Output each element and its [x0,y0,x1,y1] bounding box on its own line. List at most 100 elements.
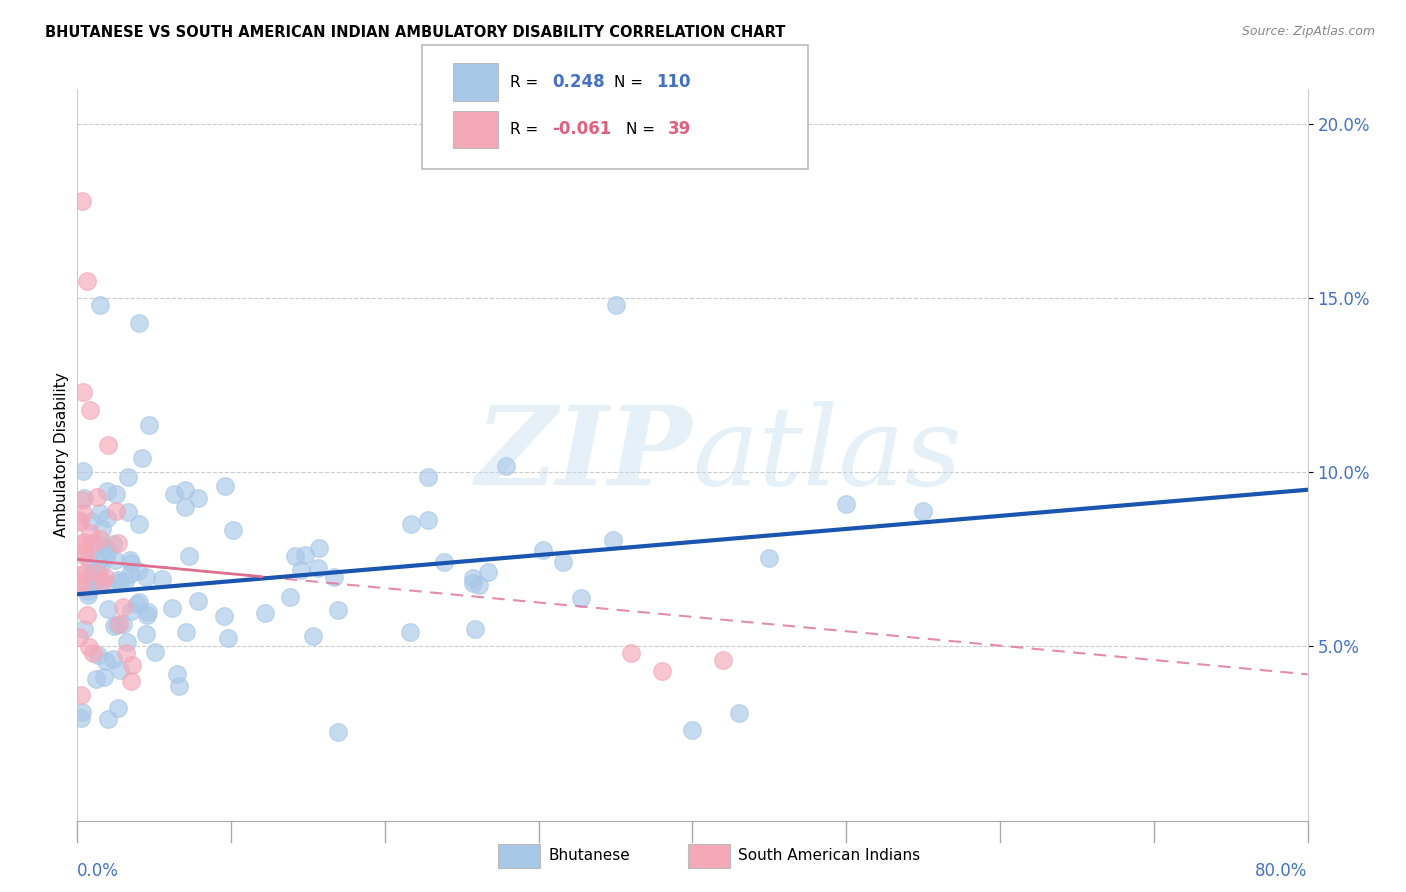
Point [121,657,143,672]
Point [112,599,135,614]
Point [217,631,239,645]
Point [120,674,142,689]
Point [463,576,485,591]
Point [114,574,136,589]
Text: Bhutanese: Bhutanese [548,848,630,863]
Point [86,566,108,581]
Point [89,298,111,312]
Point [79,402,101,417]
Point [174,500,197,515]
Point [143,644,166,658]
Point [86,490,108,504]
Text: 0.248: 0.248 [553,73,605,91]
Point [76,584,98,599]
Point [67,568,90,582]
Point [418,513,440,527]
Point [221,523,243,537]
Point [70,492,93,507]
Point [112,616,135,631]
Point [104,552,127,566]
Point [69,516,91,530]
Point [89,532,111,546]
Point [128,595,150,609]
Text: 80.0%: 80.0% [1256,863,1308,880]
Point [651,664,673,678]
Point [187,594,209,608]
Point [79,526,101,541]
Text: 110: 110 [657,73,692,91]
Point [326,603,349,617]
Text: 39: 39 [668,120,692,138]
Text: -0.061: -0.061 [553,120,612,138]
Point [128,517,150,532]
Point [101,652,124,666]
Point [135,627,157,641]
Point [70,705,93,719]
Point [602,533,624,547]
Point [97,544,120,558]
Point [86,565,108,579]
Point [96,483,118,498]
Point [90,522,112,536]
Point [166,667,188,681]
Point [605,298,627,312]
Point [103,619,125,633]
Point [96,549,118,564]
Point [121,556,143,570]
Point [72,464,94,478]
Point [89,506,111,520]
Point [76,607,98,622]
Point [135,570,157,584]
Point [115,634,138,648]
Point [214,479,236,493]
Point [80,568,103,582]
Point [67,630,90,644]
Text: 0.0%: 0.0% [77,863,120,880]
Point [118,553,141,567]
Point [399,624,422,639]
Point [108,575,131,590]
Point [128,316,150,330]
Point [108,617,131,632]
Text: R =: R = [510,75,544,89]
Point [322,570,344,584]
Point [73,566,96,580]
Point [89,561,111,575]
Point [97,712,120,726]
Point [75,545,97,559]
Point [464,622,486,636]
Point [254,606,277,620]
Point [399,517,422,532]
Point [82,646,104,660]
Point [97,438,120,452]
Point [212,609,235,624]
Point [72,580,94,594]
Point [187,491,209,505]
Point [117,505,139,519]
Point [682,723,704,737]
Point [87,648,110,662]
Point [67,513,90,527]
Point [94,570,117,584]
Point [477,565,499,579]
Point [86,539,108,553]
Point [138,418,160,433]
Point [328,725,350,739]
Text: BHUTANESE VS SOUTH AMERICAN INDIAN AMBULATORY DISABILITY CORRELATION CHART: BHUTANESE VS SOUTH AMERICAN INDIAN AMBUL… [45,25,786,40]
Point [278,590,301,604]
Point [107,536,129,550]
Point [77,588,100,602]
Point [82,575,104,590]
Point [136,605,159,619]
Point [114,646,136,660]
Text: R =: R = [510,122,544,136]
Text: South American Indians: South American Indians [738,848,921,863]
Point [179,549,201,563]
Point [73,491,96,506]
Point [97,602,120,616]
Point [495,459,517,474]
Point [101,536,124,550]
Point [160,601,183,615]
Point [82,566,104,580]
Point [70,688,93,702]
